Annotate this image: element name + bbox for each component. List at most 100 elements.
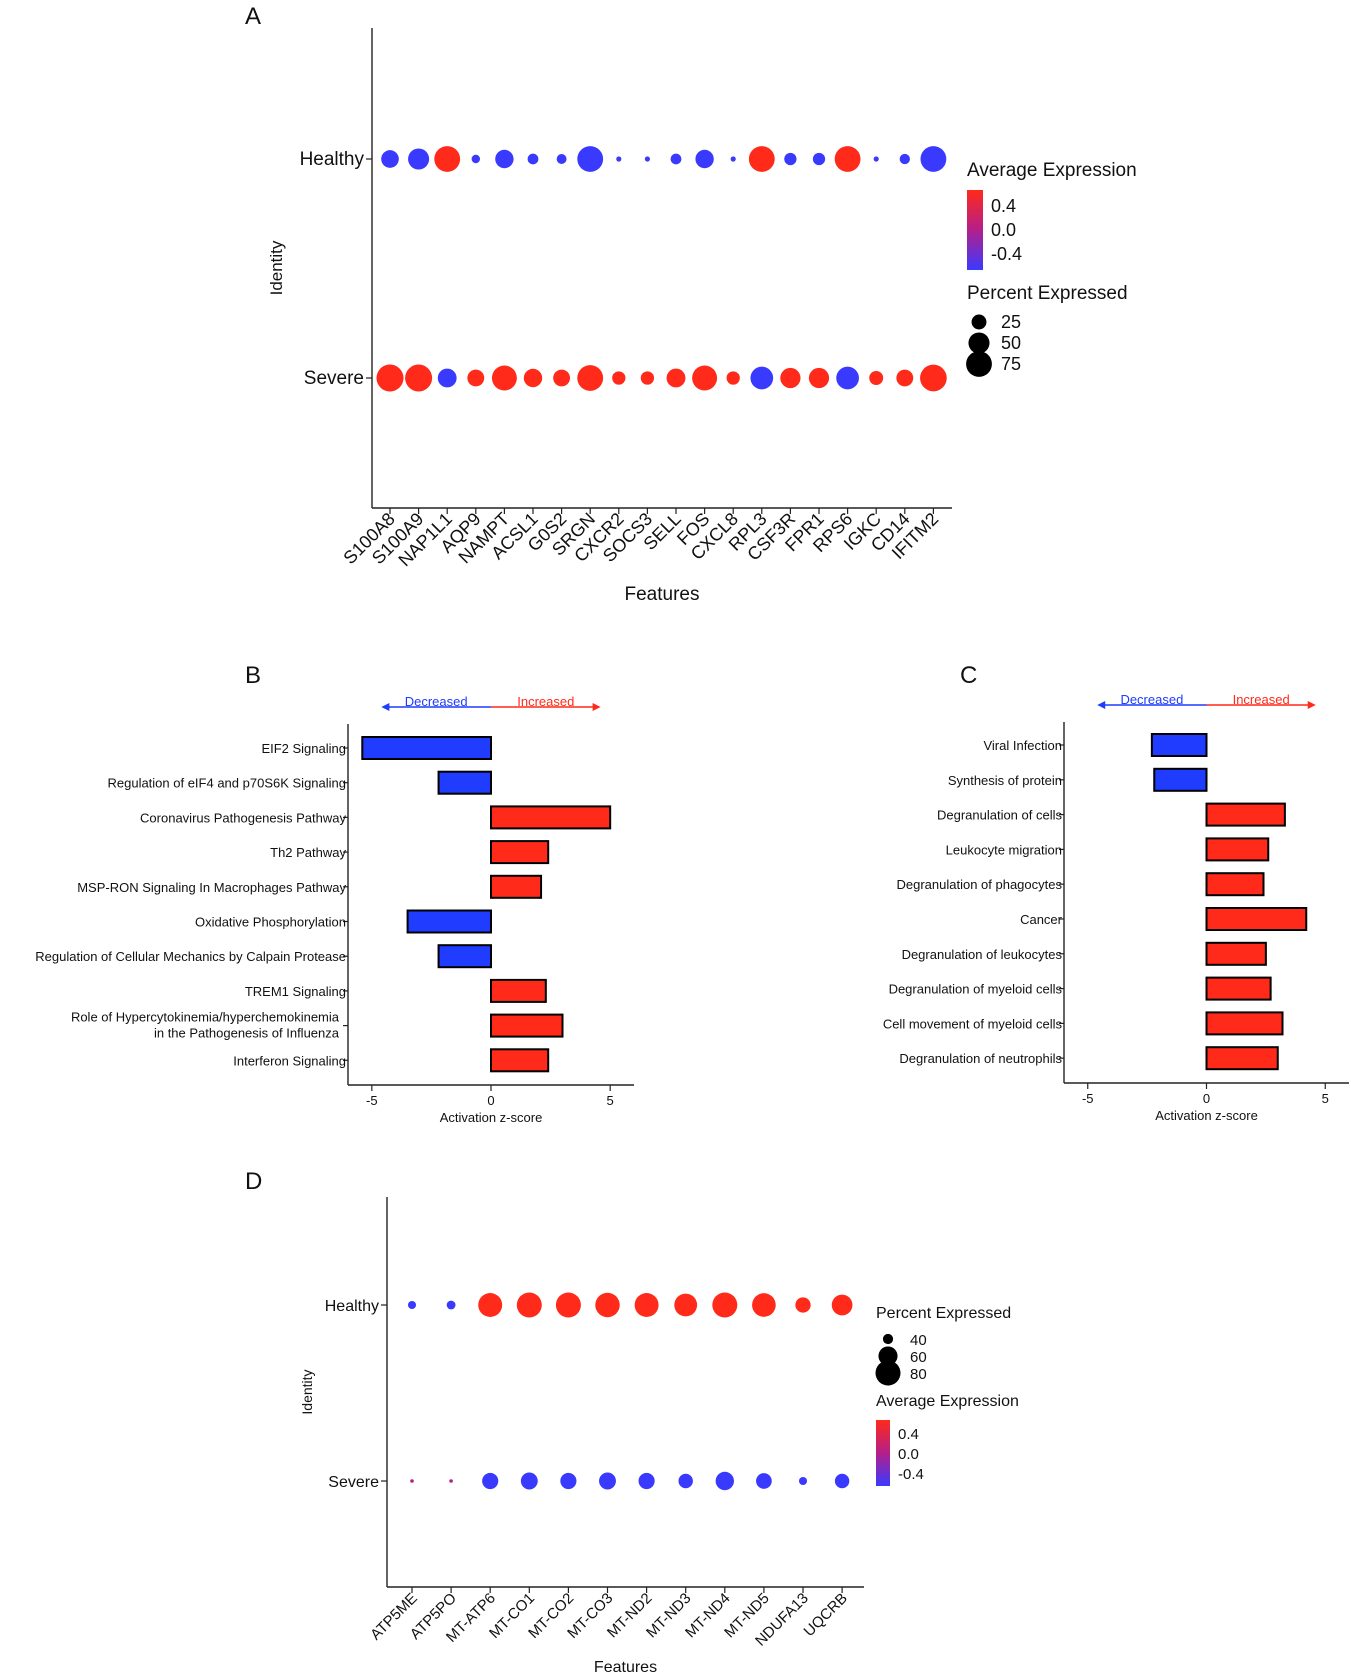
bar-category-label: TREM1 Signaling: [245, 984, 346, 999]
dot-severe-mt-nd5: [756, 1473, 772, 1489]
dot-severe-cd14: [896, 369, 914, 387]
color-legend-tick: -0.4: [898, 1466, 924, 1483]
dot-severe-acsl1: [523, 368, 543, 388]
dot-healthy-mt-nd3: [674, 1293, 698, 1317]
x-tick-label: 0: [1203, 1091, 1210, 1106]
dot-severe-rps6: [836, 366, 859, 390]
bar-category-label: Cell movement of myeloid cells: [883, 1016, 1063, 1031]
dot-healthy-mt-co2: [555, 1292, 581, 1318]
bar-4: [1205, 837, 1270, 862]
dot-severe-atp5po: [449, 1479, 453, 1483]
dot-healthy-sell: [670, 153, 682, 165]
x-axis-title: Features: [594, 1659, 657, 1676]
size-legend-tick: 25: [1001, 312, 1021, 332]
dot-healthy-s100a9: [408, 148, 430, 170]
bar-8: [490, 978, 547, 1003]
bar-2: [1153, 767, 1208, 792]
dot-severe-nap1l1: [437, 368, 457, 388]
color-legend-bar: [967, 190, 983, 270]
bar-category-label: Coronavirus Pathogenesis Pathway: [140, 810, 346, 825]
bar-6: [1205, 907, 1308, 931]
y-tick-label: Healthy: [300, 149, 365, 170]
dot-healthy-mt-nd4: [712, 1292, 738, 1318]
dot-severe-fos: [692, 365, 718, 391]
size-legend-dot: [966, 351, 992, 377]
x-axis-title: Activation z-score: [1155, 1108, 1258, 1123]
dot-severe-mt-co1: [520, 1472, 538, 1490]
dot-healthy-acsl1: [527, 153, 539, 165]
panel-letter-b: B: [245, 662, 261, 689]
dot-healthy-csf3r: [784, 152, 797, 166]
bar-10: [1205, 1046, 1279, 1071]
bar-category-label: Role of Hypercytokinemia/hyperchemokinem…: [71, 1010, 340, 1025]
dot-severe-rpl3: [750, 366, 774, 390]
bar-category-label: Degranulation of phagocytes: [896, 877, 1062, 892]
bar-7: [437, 944, 493, 969]
bar-category-label: Regulation of Cellular Mechanics by Calp…: [35, 949, 346, 964]
dot-healthy-mt-co1: [516, 1292, 542, 1318]
color-legend-tick: 0.0: [898, 1446, 919, 1463]
dot-severe-mt-nd2: [638, 1472, 655, 1490]
y-tick-label: Severe: [328, 1474, 379, 1491]
x-tick-label: 5: [1322, 1091, 1329, 1106]
color-legend-tick: 0.0: [991, 220, 1016, 240]
decreased-label: Decreased: [405, 694, 468, 709]
y-axis-title: Identity: [299, 1369, 315, 1414]
dot-severe-ifitm2: [920, 364, 947, 392]
size-legend-tick: 50: [1001, 333, 1021, 353]
dot-healthy-igkc: [873, 156, 879, 162]
dot-healthy-aqp9: [471, 154, 481, 164]
size-legend-tick: 75: [1001, 354, 1021, 374]
bar-category-label: Leukocyte migration: [946, 842, 1062, 857]
bar-category-label: Regulation of eIF4 and p70S6K Signaling: [107, 776, 346, 791]
panel-letter-c: C: [960, 662, 977, 689]
dot-healthy-nampt: [495, 149, 514, 169]
dot-severe-csf3r: [780, 367, 801, 389]
dot-severe-atp5me: [410, 1479, 414, 1483]
y-tick-label: Healthy: [325, 1298, 379, 1315]
dot-severe-mt-atp6: [482, 1472, 499, 1490]
panel-a-dotplot: HealthySevereS100A8S100A9NAP1L1AQP9NAMPT…: [267, 28, 1137, 605]
dot-healthy-atp5me: [407, 1300, 417, 1310]
color-legend-tick: 0.4: [898, 1426, 919, 1443]
x-tick-label: -5: [1082, 1091, 1094, 1106]
dot-healthy-mt-atp6: [478, 1293, 503, 1317]
bar-category-label: Th2 Pathway: [270, 845, 346, 860]
bar-category-label: Cancer: [1020, 912, 1063, 927]
dot-healthy-cxcr2: [616, 156, 622, 162]
bar-2: [437, 770, 493, 795]
bar-10: [490, 1048, 550, 1073]
dot-severe-ndufa13: [798, 1476, 808, 1486]
y-axis-title: Identity: [267, 240, 286, 295]
size-legend-dot: [968, 332, 990, 354]
bar-category-label: in the Pathogenesis of Influenza: [154, 1026, 340, 1041]
x-axis-title: Features: [625, 584, 700, 605]
dot-severe-socs3: [640, 371, 655, 385]
dot-severe-cxcl8: [726, 371, 740, 385]
bar-3: [490, 805, 612, 830]
bar-5: [490, 874, 543, 899]
size-legend-dot: [875, 1360, 901, 1386]
panel-d-dotplot: HealthySevereATP5MEATP5POMT-ATP6MT-CO1MT…: [299, 1197, 1019, 1676]
dot-severe-nampt: [491, 365, 517, 391]
dot-severe-s100a9: [405, 364, 433, 392]
dot-severe-mt-nd4: [715, 1471, 734, 1491]
dot-healthy-s100a8: [381, 150, 399, 168]
size-legend-tick: 40: [910, 1332, 927, 1349]
color-legend-title: Average Expression: [876, 1393, 1019, 1410]
increased-arrow-head: [592, 703, 601, 711]
size-legend-dot: [882, 1333, 894, 1345]
increased-arrow-head: [1307, 701, 1316, 709]
bar-category-label: Interferon Signaling: [233, 1053, 346, 1068]
bar-category-label: Degranulation of cells: [937, 808, 1063, 823]
bar-category-label: EIF2 Signaling: [261, 741, 346, 756]
bar-category-label: Degranulation of leukocytes: [902, 947, 1063, 962]
bar-5: [1205, 872, 1265, 897]
bar-category-label: MSP-RON Signaling In Macrophages Pathway: [77, 880, 346, 895]
dot-healthy-ifitm2: [920, 146, 947, 172]
color-legend-tick: 0.4: [991, 196, 1016, 216]
size-legend-title: Percent Expressed: [967, 283, 1128, 304]
color-legend-tick: -0.4: [991, 244, 1022, 264]
dot-severe-aqp9: [467, 369, 485, 387]
